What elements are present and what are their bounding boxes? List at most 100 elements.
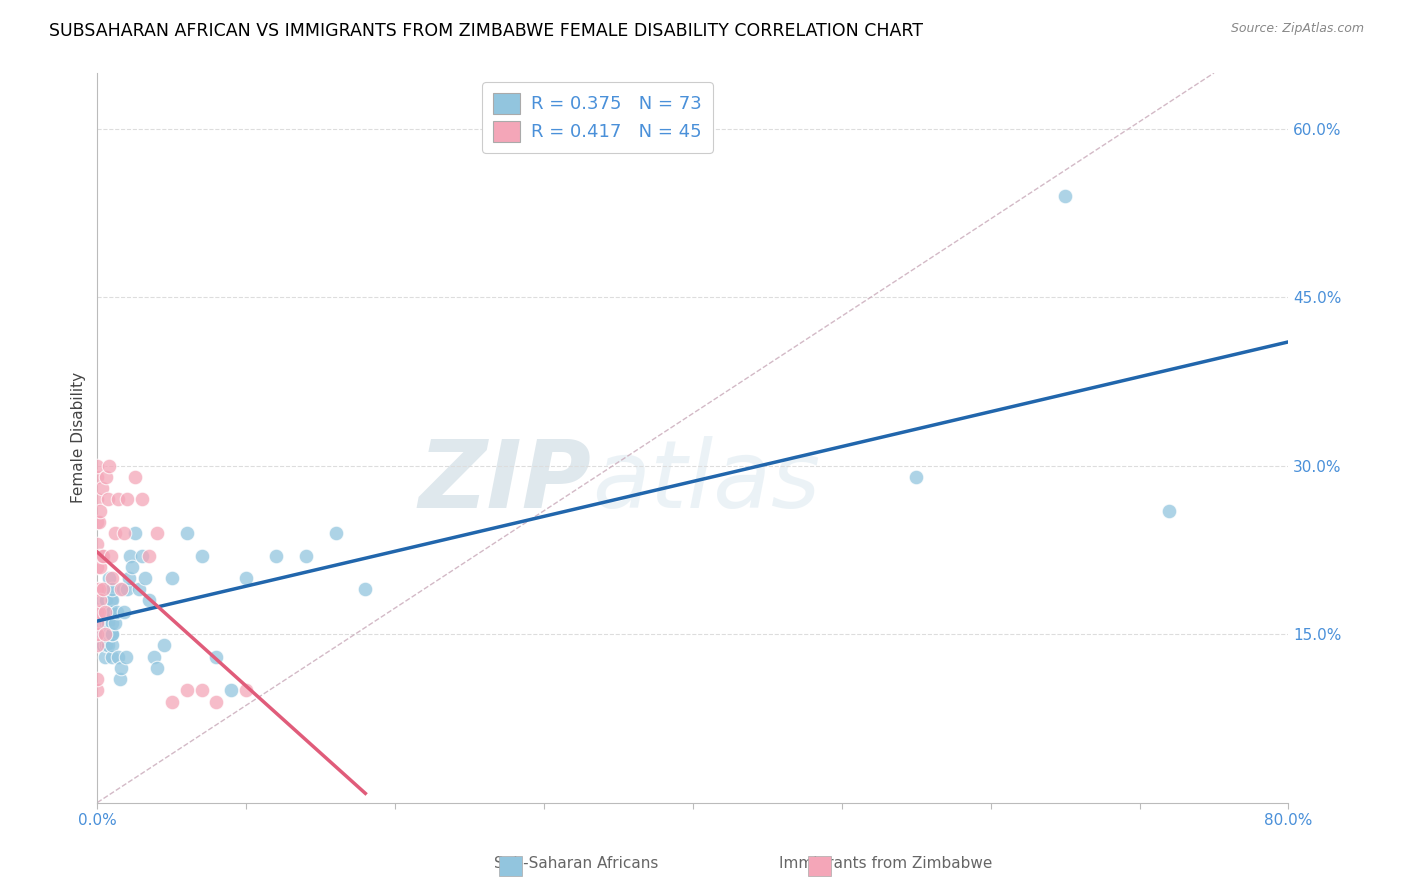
Point — [86, 470, 108, 484]
Point — [142, 649, 165, 664]
Point — [160, 571, 183, 585]
Point — [101, 605, 124, 619]
Point — [89, 593, 111, 607]
Point — [101, 582, 124, 597]
Point — [97, 639, 120, 653]
Point — [86, 515, 108, 529]
Point — [86, 627, 108, 641]
Point — [131, 549, 153, 563]
Point — [87, 593, 110, 607]
Point — [115, 492, 138, 507]
Point — [90, 549, 112, 563]
Point — [108, 672, 131, 686]
Point — [160, 694, 183, 708]
Point — [86, 615, 108, 630]
Point — [94, 627, 117, 641]
Point — [205, 694, 228, 708]
Point — [235, 571, 257, 585]
Point — [354, 582, 377, 597]
Point — [114, 649, 136, 664]
Point — [112, 526, 135, 541]
Point — [89, 627, 111, 641]
Point — [101, 627, 124, 641]
Point — [138, 593, 160, 607]
Point — [124, 526, 146, 541]
Point — [94, 649, 117, 664]
Point — [110, 582, 132, 597]
Point — [112, 605, 135, 619]
Point — [86, 458, 108, 473]
Text: ZIP: ZIP — [419, 435, 592, 527]
Y-axis label: Female Disability: Female Disability — [72, 372, 86, 503]
Point — [87, 605, 110, 619]
Legend: R = 0.375   N = 73, R = 0.417   N = 45: R = 0.375 N = 73, R = 0.417 N = 45 — [482, 82, 713, 153]
Point — [90, 627, 112, 641]
Point — [107, 492, 129, 507]
Point — [91, 605, 114, 619]
Point — [86, 605, 108, 619]
Point — [87, 605, 110, 619]
Point — [96, 593, 118, 607]
Point — [94, 615, 117, 630]
Point — [86, 672, 108, 686]
Point — [87, 582, 110, 597]
Text: atlas: atlas — [592, 436, 820, 527]
Point — [1054, 189, 1077, 203]
Point — [90, 593, 112, 607]
Point — [104, 615, 127, 630]
Point — [91, 549, 114, 563]
Point — [294, 549, 316, 563]
Point — [86, 582, 108, 597]
Point — [124, 470, 146, 484]
Point — [100, 593, 122, 607]
Point — [86, 559, 108, 574]
Point — [190, 549, 212, 563]
Point — [91, 627, 114, 641]
Point — [90, 615, 112, 630]
Point — [98, 458, 121, 473]
Point — [221, 683, 243, 698]
Point — [89, 559, 111, 574]
Point — [94, 593, 117, 607]
Point — [325, 526, 347, 541]
Point — [90, 481, 112, 495]
Point — [87, 549, 110, 563]
Point — [100, 627, 122, 641]
Point — [97, 492, 120, 507]
Point — [128, 582, 150, 597]
Point — [86, 537, 108, 551]
Point — [905, 470, 928, 484]
Point — [101, 627, 124, 641]
Point — [101, 649, 124, 664]
Point — [138, 549, 160, 563]
Point — [134, 571, 156, 585]
Point — [121, 559, 143, 574]
Point — [96, 470, 118, 484]
Point — [115, 582, 138, 597]
Point — [89, 593, 111, 607]
Point — [98, 627, 121, 641]
Point — [176, 526, 198, 541]
Text: SUBSAHARAN AFRICAN VS IMMIGRANTS FROM ZIMBABWE FEMALE DISABILITY CORRELATION CHA: SUBSAHARAN AFRICAN VS IMMIGRANTS FROM ZI… — [49, 22, 924, 40]
Point — [205, 649, 228, 664]
Point — [153, 639, 176, 653]
Point — [86, 683, 108, 698]
Point — [96, 639, 118, 653]
Point — [89, 504, 111, 518]
Point — [96, 615, 118, 630]
Point — [101, 593, 124, 607]
Point — [91, 582, 114, 597]
Point — [97, 615, 120, 630]
Point — [105, 605, 128, 619]
Text: Source: ZipAtlas.com: Source: ZipAtlas.com — [1230, 22, 1364, 36]
Point — [190, 683, 212, 698]
Point — [87, 605, 110, 619]
Point — [86, 639, 108, 653]
Point — [235, 683, 257, 698]
Point — [101, 639, 124, 653]
Point — [94, 605, 117, 619]
Point — [98, 571, 121, 585]
Point — [91, 639, 114, 653]
Point — [110, 661, 132, 675]
Point — [87, 515, 110, 529]
